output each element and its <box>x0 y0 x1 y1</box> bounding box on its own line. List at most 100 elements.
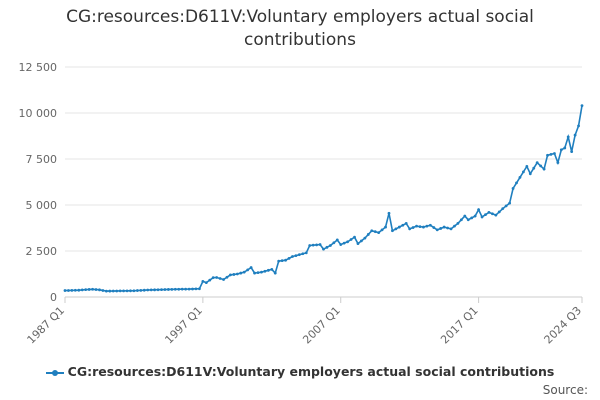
source-label[interactable]: Source: <box>542 383 588 397</box>
data-point <box>553 152 556 155</box>
data-point <box>542 167 546 171</box>
data-point <box>346 240 350 244</box>
data-point <box>311 243 315 247</box>
data-point <box>149 288 153 292</box>
data-point <box>439 227 443 230</box>
data-point <box>322 247 325 251</box>
data-point <box>525 164 529 168</box>
y-tick-label: 2 500 <box>26 245 58 258</box>
data-point <box>122 289 125 293</box>
legend-label: CG:resources:D611V:Voluntary employers a… <box>67 364 555 379</box>
data-point <box>559 148 563 152</box>
data-point <box>194 287 198 291</box>
data-point <box>180 287 184 291</box>
data-point <box>318 243 322 246</box>
data-point <box>129 289 132 293</box>
data-point <box>218 277 222 280</box>
data-point <box>108 289 112 293</box>
data-point <box>263 269 267 273</box>
data-point <box>518 176 522 179</box>
data-point <box>497 210 501 214</box>
data-point <box>546 153 549 157</box>
data-point <box>266 268 270 272</box>
data-point <box>456 222 460 225</box>
x-tick-label: 1997 Q1 <box>162 304 205 347</box>
data-point <box>556 161 560 165</box>
data-point <box>473 214 477 218</box>
data-point <box>198 287 201 291</box>
data-point <box>332 241 336 245</box>
data-point <box>504 204 508 208</box>
data-point <box>442 225 446 229</box>
data-point <box>353 235 356 239</box>
data-point <box>366 233 370 236</box>
data-point <box>380 228 384 232</box>
data-point <box>470 216 474 220</box>
data-point <box>428 223 432 227</box>
data-point <box>187 287 191 291</box>
data-point <box>142 288 146 292</box>
data-point <box>425 224 429 228</box>
data-point <box>363 236 367 240</box>
data-point <box>170 287 174 291</box>
y-tick-label: 0 <box>50 291 57 304</box>
y-axis-ticks: 0 2 500 5 000 7 500 10 000 12 500 <box>19 61 58 304</box>
chart-title: CG:resources:D611V:Voluntary employers a… <box>0 6 600 52</box>
data-point <box>239 271 243 275</box>
y-tick-label: 5 000 <box>26 199 58 212</box>
data-point <box>225 275 229 279</box>
data-point <box>487 210 491 214</box>
data-point <box>308 244 312 247</box>
data-point <box>391 229 394 233</box>
data-point <box>528 172 532 176</box>
data-point <box>422 225 425 229</box>
grid-lines <box>65 66 582 298</box>
chart-title-line-2: contributions <box>244 30 356 50</box>
data-point <box>384 225 387 229</box>
data-point <box>222 278 225 281</box>
data-point <box>163 288 167 291</box>
data-point <box>370 229 374 233</box>
data-point <box>356 242 360 246</box>
data-point <box>135 289 139 292</box>
x-tick-label: 1987 Q1 <box>25 304 68 347</box>
data-point <box>418 225 422 229</box>
data-point <box>566 135 570 139</box>
data-point <box>256 271 260 275</box>
data-point <box>315 243 319 247</box>
legend-swatch <box>45 368 64 378</box>
data-point <box>397 225 401 229</box>
data-point <box>360 239 363 243</box>
data-point <box>484 213 487 217</box>
data-point <box>246 268 250 272</box>
series-line <box>64 105 583 292</box>
data-point <box>253 271 256 275</box>
data-point <box>284 258 287 262</box>
series-layer <box>63 104 584 293</box>
x-tick-label: 2017 Q1 <box>438 304 481 347</box>
legend[interactable]: CG:resources:D611V:Voluntary employers a… <box>0 364 600 379</box>
data-point <box>63 289 67 292</box>
y-tick-label: 12 500 <box>19 61 58 74</box>
data-point <box>539 164 543 168</box>
data-point <box>373 230 377 234</box>
data-point <box>177 287 181 291</box>
data-point <box>73 288 77 292</box>
data-point <box>139 288 143 292</box>
data-point <box>125 289 129 293</box>
data-point <box>435 228 439 232</box>
data-point <box>229 273 232 277</box>
data-point <box>156 288 160 292</box>
data-point <box>432 226 436 229</box>
data-point <box>115 289 119 293</box>
data-point <box>570 150 574 154</box>
data-point <box>80 288 84 292</box>
data-point <box>449 227 453 231</box>
data-point <box>260 270 263 274</box>
data-point <box>446 226 449 230</box>
data-point <box>204 281 208 285</box>
data-point <box>515 181 518 185</box>
data-point <box>453 224 456 228</box>
data-point <box>208 278 212 282</box>
data-point <box>408 227 412 231</box>
